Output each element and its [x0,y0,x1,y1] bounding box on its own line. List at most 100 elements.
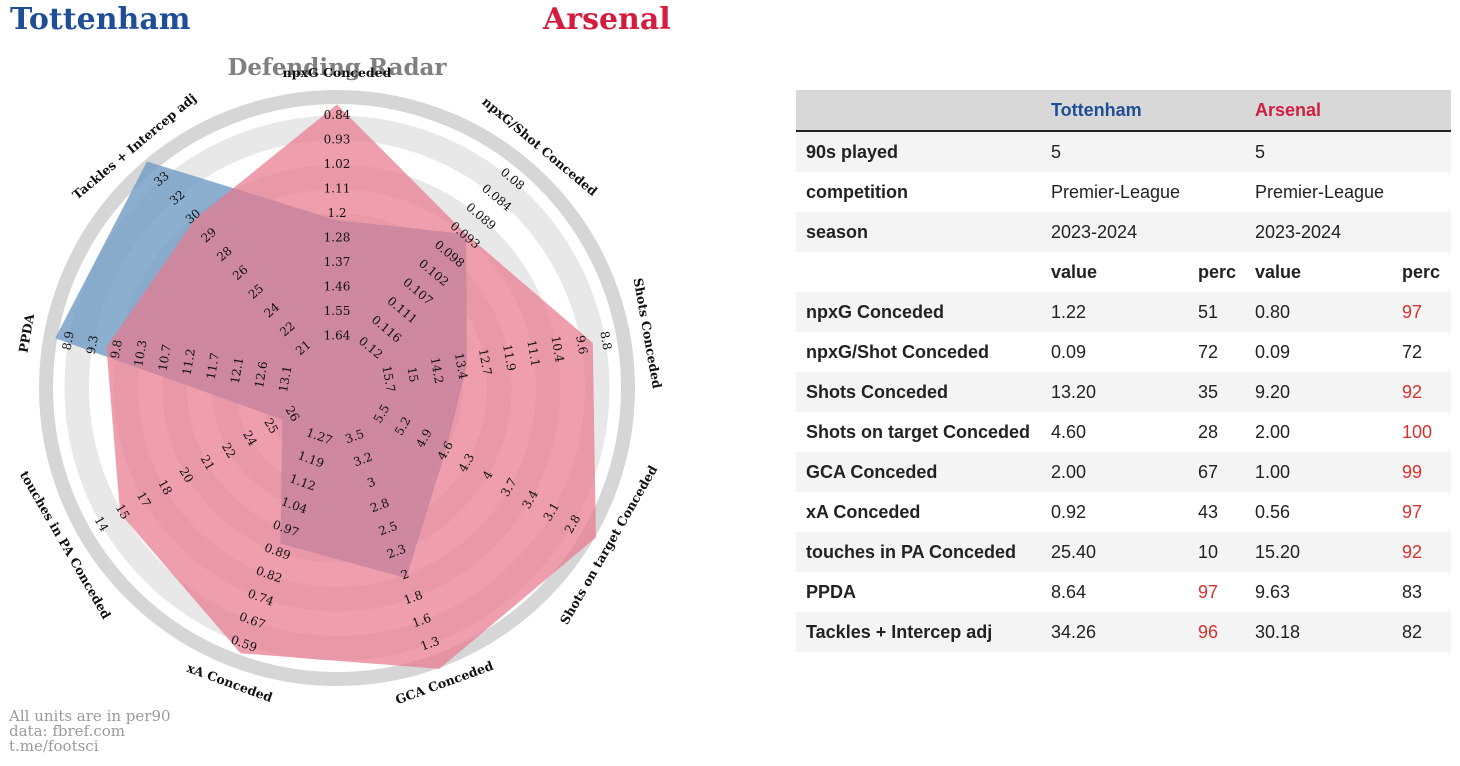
footer-notes: All units are in per90 data: fbref.com t… [9,709,171,754]
radar-tick-label: 9.3 [84,334,101,355]
table-row: season 2023-2024 2023-2024 [796,212,1451,252]
cell-left-value: 0.92 [1051,501,1087,522]
cell-right-perc: 97 [1402,501,1423,522]
radar-tick-label: 3 [365,475,377,491]
table-row: Shots Conceded 13.20 35 9.20 92 [796,372,1451,412]
table-row: PPDA 8.64 97 9.63 83 [796,572,1451,612]
radar-tick-label: 18 [155,477,175,497]
cell-left-value: 1.22 [1051,301,1087,322]
cell-left-perc: 35 [1198,381,1219,402]
cell-left-perc: 51 [1198,301,1219,322]
cell-left-value: 4.60 [1051,421,1087,442]
radar-tick-label: 25 [261,416,281,436]
row-label: npxG/Shot Conceded [806,341,990,362]
header-team-tottenham: Tottenham [1051,99,1142,120]
cell-left-perc: 43 [1198,501,1219,522]
radar-tick-label: 12.7 [476,348,494,377]
radar-tick-label: 12.6 [252,360,270,389]
subheader-perc-right: perc [1402,261,1441,282]
radar-axis-label: Shots Conceded [631,277,665,390]
radar-series-arsenal [106,104,596,669]
subheader-perc-left: perc [1198,261,1237,282]
radar-tick-label: 2.3 [385,542,408,562]
radar-tick-label: 0.93 [324,133,351,147]
cell-left-perc: 28 [1198,421,1219,442]
cell-right-perc: 97 [1402,301,1423,322]
cell-right: Premier-League [1255,181,1385,202]
cell-left-perc: 96 [1198,621,1219,642]
radar-tick-label: 24 [240,428,260,449]
cell-right-value: 15.20 [1255,541,1301,562]
radar-chart: Defending Radar 0.84 0.93 1.02 1.11 1.2 1.28 1.… [16,54,665,705]
subheader-value-right: value [1255,261,1302,282]
cell-left-perc: 10 [1198,541,1219,562]
cell-right-value: 2.00 [1255,421,1291,442]
cell-left-perc: 67 [1198,461,1219,482]
radar-tick-label: 22 [219,440,239,460]
radar-axis-label: npxG Conceded [283,65,392,80]
cell-left-perc: 97 [1198,581,1219,602]
cell-right-perc: 83 [1402,581,1423,602]
cell-right-value: 9.20 [1255,381,1291,402]
radar-tick-label: 1.55 [324,304,351,318]
row-label: competition [806,181,908,202]
radar-tick-label: 13.1 [276,365,294,394]
table-row: Shots on target Conceded 4.60 28 2.00 100 [796,412,1451,452]
cell-right-value: 30.18 [1255,621,1301,642]
row-label: Shots on target Conceded [806,421,1031,442]
cell-left-value: 25.40 [1051,541,1097,562]
radar-tick-label: 2 [399,567,411,583]
radar-tick-label: 9.8 [108,338,125,359]
header-blank [796,90,1041,131]
cell-right: 5 [1255,141,1266,162]
table-body: 90s played 5 5 competition Premier-Leagu… [796,131,1451,652]
subheader-value-left: value [1051,261,1098,282]
radar-tick-label: 11.1 [524,339,542,368]
footer-units-note: All units are in per90 [9,707,171,725]
radar-tick-label: 1.6 [410,611,433,631]
radar-tick-label: 17 [134,489,154,509]
cell-right-perc: 92 [1402,541,1423,562]
cell-left-perc: 72 [1198,341,1219,362]
cell-left: 5 [1051,141,1062,162]
radar-outer-ring [39,90,635,686]
radar-tick-label: 1.3 [419,634,442,654]
cell-left-value: 2.00 [1051,461,1087,482]
radar-tick-label: 1.2 [327,206,346,220]
radar-tick-label: 2.8 [368,496,391,516]
team-title-tottenham: Tottenham [10,2,191,37]
row-label: xA Conceded [806,501,921,522]
radar-tick-label: 10.3 [131,339,149,368]
radar-tick-label: 21 [198,453,218,473]
cell-right-value: 0.80 [1255,301,1291,322]
team-title-arsenal: Arsenal [543,2,671,37]
radar-tick-label: 15 [113,502,133,522]
cell-right-value: 0.09 [1255,341,1291,362]
table-row: xA Conceded 0.92 43 0.56 97 [796,492,1451,532]
table-row: GCA Conceded 2.00 67 1.00 99 [796,452,1451,492]
cell-right-value: 1.00 [1255,461,1291,482]
radar-title: Defending Radar [227,54,447,81]
table-row: competition Premier-League Premier-Leagu… [796,172,1451,212]
radar-tick-label: 1.11 [324,182,351,196]
radar-tick-label: 1.46 [324,280,351,294]
table-row: touches in PA Conceded 25.40 10 15.20 92 [796,532,1451,572]
radar-tick-label: 11.7 [204,352,222,381]
cell-left: 2023-2024 [1051,221,1138,242]
radar-tick-label: 1.8 [402,588,425,608]
row-label: touches in PA Conceded [806,541,1017,562]
radar-tick-label: 20 [176,465,196,485]
radar-tick-label: 2.5 [377,519,400,539]
cell-left-value: 34.26 [1051,621,1097,642]
radar-tick-label: 1.64 [324,329,351,343]
radar-tick-label: 12.1 [228,356,246,385]
row-label: GCA Conceded [806,461,938,482]
radar-tick-label: 26 [283,404,303,424]
row-label: PPDA [806,581,857,602]
cell-left-value: 0.09 [1051,341,1087,362]
radar-axis-label: PPDA [16,312,38,354]
cell-left-value: 13.20 [1051,381,1097,402]
row-label: season [806,221,869,242]
radar-tick-label: 3.2 [352,450,375,470]
table-row: npxG Conceded 1.22 51 0.80 97 [796,292,1451,332]
